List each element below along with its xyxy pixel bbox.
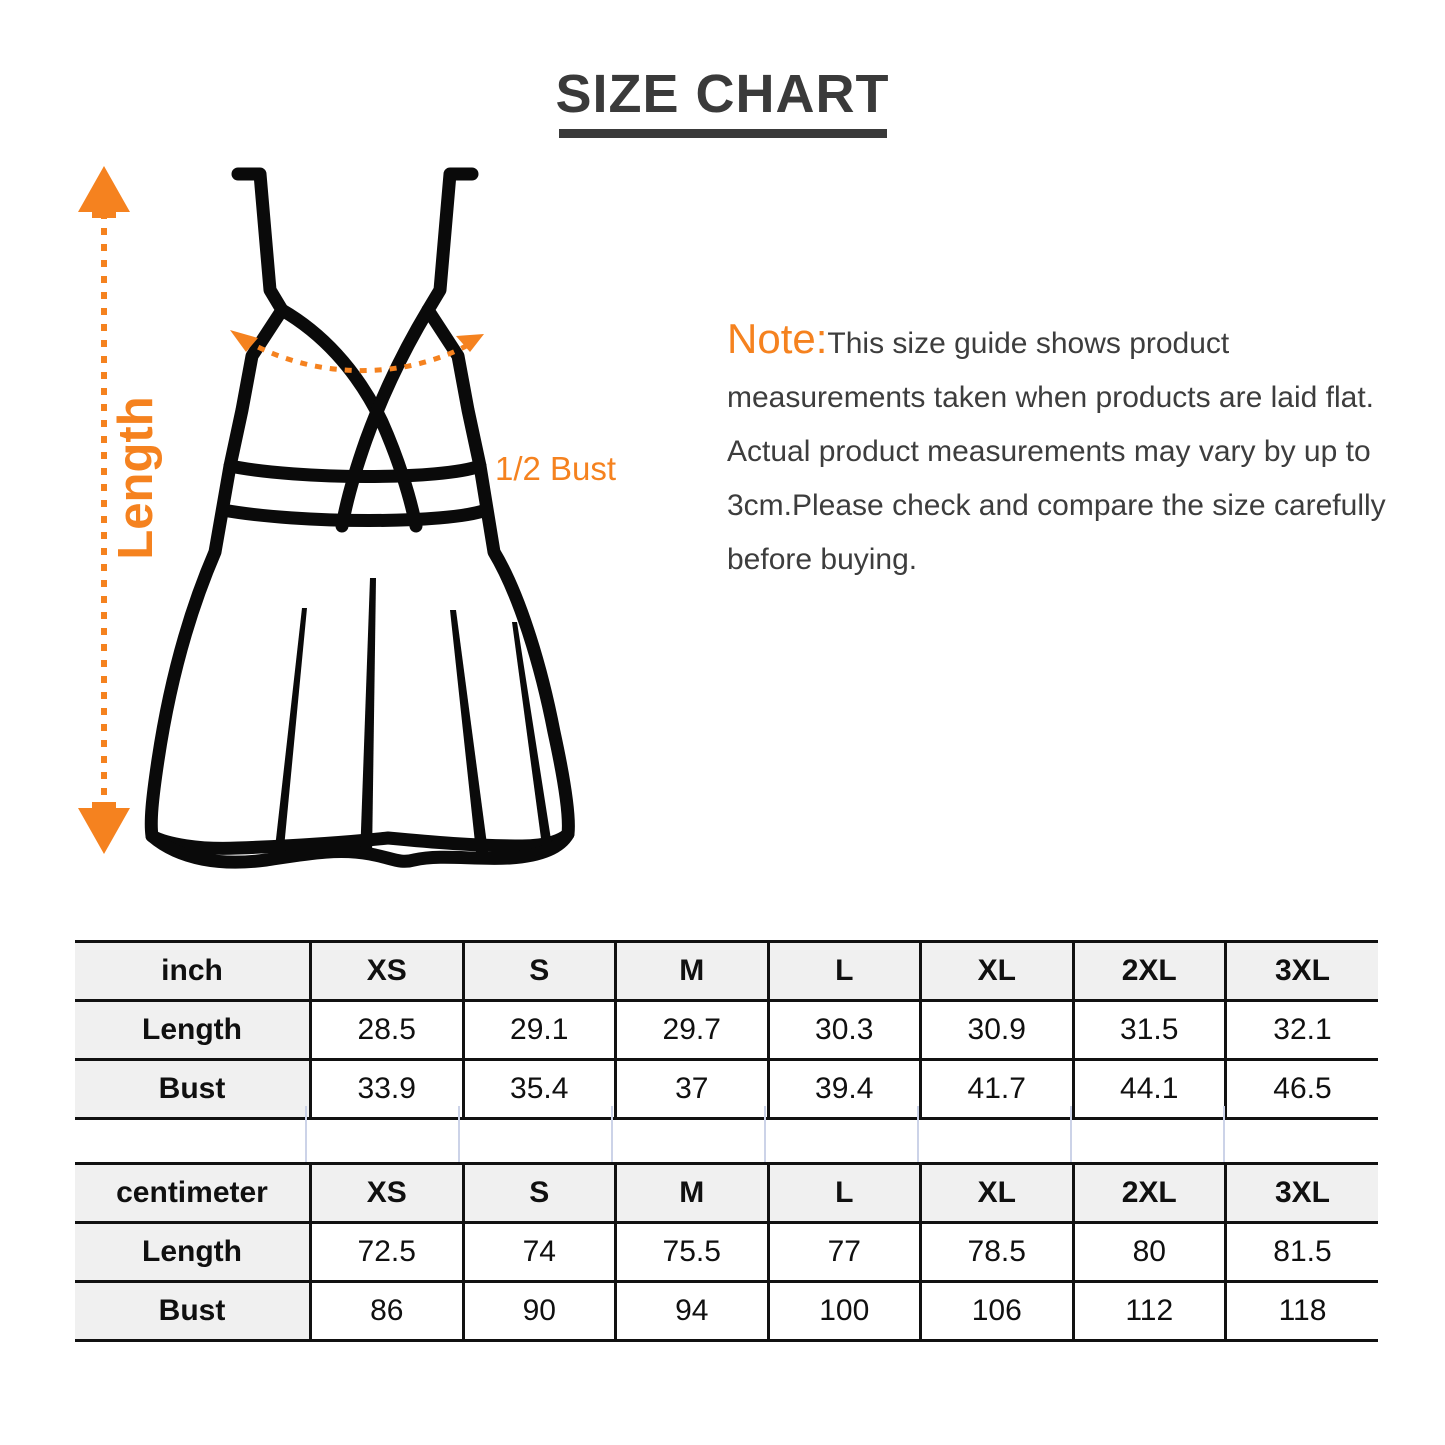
size-header-3xl: 3XL bbox=[1224, 1162, 1378, 1224]
note-body: This size guide shows product measuremen… bbox=[727, 327, 1386, 576]
bust-measure-arrow bbox=[230, 330, 484, 373]
cell-length-xs: 72.5 bbox=[309, 1221, 463, 1283]
gap-cell bbox=[460, 1106, 613, 1162]
cell-length-3xl: 32.1 bbox=[1224, 999, 1378, 1061]
page-title: SIZE CHART bbox=[555, 64, 890, 124]
gap-cell bbox=[613, 1106, 766, 1162]
unit-header-inch: inch bbox=[75, 940, 311, 1002]
row-label-length: Length bbox=[75, 1221, 311, 1283]
cell-length-2xl: 80 bbox=[1071, 1221, 1226, 1283]
size-header-s: S bbox=[461, 1162, 616, 1224]
gap-cell bbox=[766, 1106, 919, 1162]
table-row: centimeter XS S M L XL 2XL 3XL bbox=[75, 1162, 1378, 1224]
size-header-m: M bbox=[614, 940, 768, 1002]
cell-bust-3xl: 118 bbox=[1224, 1280, 1378, 1342]
row-label-length: Length bbox=[75, 999, 311, 1061]
cell-bust-l: 39.4 bbox=[766, 1058, 921, 1120]
title-block: SIZE CHART bbox=[0, 66, 1445, 138]
cell-bust-s: 35.4 bbox=[461, 1058, 616, 1120]
cell-bust-xl: 41.7 bbox=[919, 1058, 1073, 1120]
gap-cell bbox=[1225, 1106, 1378, 1162]
row-label-bust: Bust bbox=[75, 1280, 311, 1342]
gap-cell bbox=[919, 1106, 1072, 1162]
bust-dimension-label: 1/2 Bust bbox=[495, 450, 617, 487]
dress-outline bbox=[144, 167, 575, 869]
cell-bust-m: 94 bbox=[614, 1280, 768, 1342]
waistband bbox=[216, 459, 493, 527]
cell-length-m: 75.5 bbox=[614, 1221, 768, 1283]
size-header-s: S bbox=[461, 940, 616, 1002]
cell-length-xl: 78.5 bbox=[919, 1221, 1073, 1283]
length-dimension-label: Length bbox=[109, 396, 163, 560]
size-header-l: L bbox=[766, 940, 921, 1002]
size-header-xs: XS bbox=[309, 940, 463, 1002]
cell-bust-2xl: 44.1 bbox=[1071, 1058, 1226, 1120]
table-row: Length 28.5 29.1 29.7 30.3 30.9 31.5 32.… bbox=[75, 999, 1378, 1061]
cell-bust-xs: 86 bbox=[309, 1280, 463, 1342]
gap-cell bbox=[307, 1106, 460, 1162]
cell-length-xl: 30.9 bbox=[919, 999, 1073, 1061]
note-heading: Note: bbox=[727, 315, 828, 362]
gap-cell bbox=[75, 1106, 307, 1162]
dress-diagram-svg bbox=[78, 166, 575, 869]
note-paragraph: Note:This size guide shows product measu… bbox=[727, 312, 1392, 587]
size-header-3xl: 3XL bbox=[1224, 940, 1378, 1002]
table-row: Length 72.5 74 75.5 77 78.5 80 81.5 bbox=[75, 1221, 1378, 1283]
size-header-xl: XL bbox=[919, 1162, 1073, 1224]
cell-length-s: 74 bbox=[461, 1221, 616, 1283]
table-gap-row bbox=[75, 1106, 1378, 1162]
size-header-2xl: 2XL bbox=[1071, 940, 1226, 1002]
cell-length-l: 77 bbox=[766, 1221, 921, 1283]
size-table-centimeter: centimeter XS S M L XL 2XL 3XL Length 72… bbox=[75, 1162, 1378, 1342]
table-row: Bust 86 90 94 100 106 112 118 bbox=[75, 1280, 1378, 1342]
size-table-inch: inch XS S M L XL 2XL 3XL Length 28.5 29.… bbox=[75, 940, 1378, 1120]
title-underline bbox=[558, 128, 887, 138]
note-block: Note:This size guide shows product measu… bbox=[727, 312, 1392, 587]
cell-bust-m: 37 bbox=[614, 1058, 768, 1120]
size-header-xl: XL bbox=[919, 940, 1073, 1002]
size-header-l: L bbox=[766, 1162, 921, 1224]
table-row: Bust 33.9 35.4 37 39.4 41.7 44.1 46.5 bbox=[75, 1058, 1378, 1120]
size-header-m: M bbox=[614, 1162, 768, 1224]
cell-length-2xl: 31.5 bbox=[1071, 999, 1226, 1061]
cell-bust-2xl: 112 bbox=[1071, 1280, 1226, 1342]
skirt-pleat-lines bbox=[275, 578, 552, 858]
size-header-2xl: 2XL bbox=[1071, 1162, 1226, 1224]
unit-header-centimeter: centimeter bbox=[75, 1162, 311, 1224]
dress-illustration: Length 1/2 Bust bbox=[70, 160, 670, 880]
cell-bust-l: 100 bbox=[766, 1280, 921, 1342]
bodice-neckline bbox=[275, 303, 435, 533]
gap-cell bbox=[1072, 1106, 1225, 1162]
cell-length-l: 30.3 bbox=[766, 999, 921, 1061]
row-label-bust: Bust bbox=[75, 1058, 311, 1120]
cell-length-m: 29.7 bbox=[614, 999, 768, 1061]
cell-bust-s: 90 bbox=[461, 1280, 616, 1342]
size-header-xs: XS bbox=[309, 1162, 463, 1224]
cell-length-3xl: 81.5 bbox=[1224, 1221, 1378, 1283]
cell-length-s: 29.1 bbox=[461, 999, 616, 1061]
cell-bust-3xl: 46.5 bbox=[1224, 1058, 1378, 1120]
cell-length-xs: 28.5 bbox=[309, 999, 463, 1061]
cell-bust-xl: 106 bbox=[919, 1280, 1073, 1342]
length-measure-arrow bbox=[78, 166, 130, 854]
cell-bust-xs: 33.9 bbox=[309, 1058, 463, 1120]
table-row: inch XS S M L XL 2XL 3XL bbox=[75, 940, 1378, 1002]
